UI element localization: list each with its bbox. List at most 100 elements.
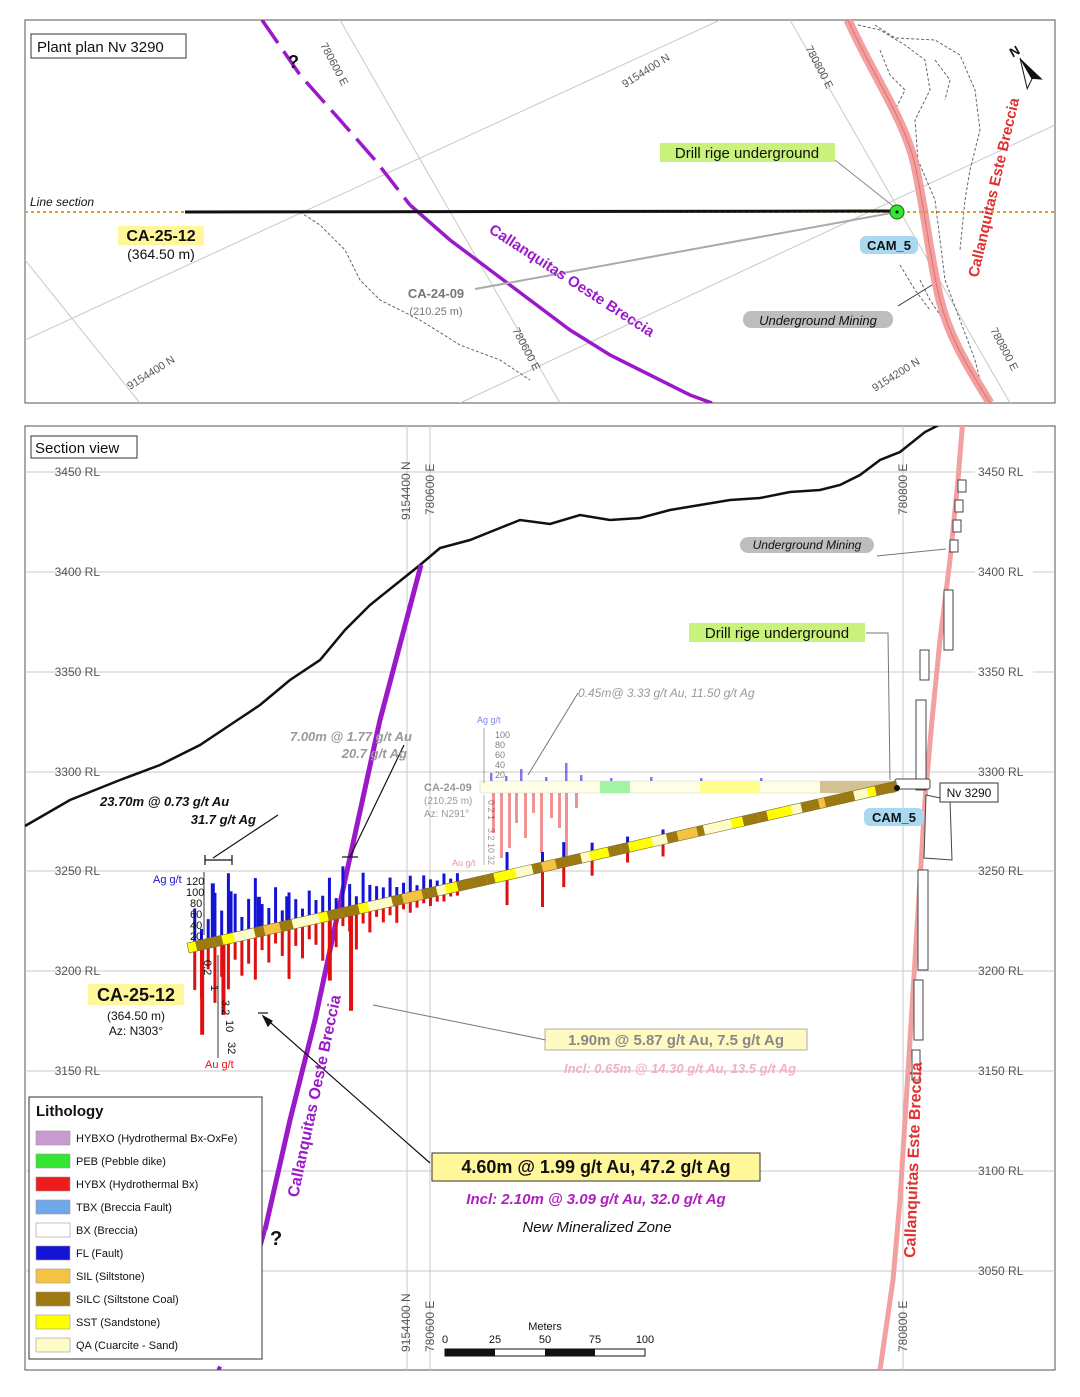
ag-histogram-ca-24-09 — [490, 763, 763, 781]
drill-strip-ca-25-12 — [186, 780, 899, 954]
plan-drill-trace-ca-25-12 — [184, 209, 898, 214]
au-tick-10: 10 — [223, 1020, 235, 1032]
section-view: Section view 3450 RL 3400 RL 3350 RL 330… — [24, 425, 1056, 1371]
legend-label-2: HYBX (Hydrothermal Bx) — [76, 1179, 198, 1191]
legend-label-0: HYBXO (Hydrothermal Bx-OxFe) — [76, 1133, 237, 1145]
plan-older-hole-id: CA-24-09 — [408, 286, 464, 301]
plan-view: 780600 E 9154400 N 780800 E 9154400 N 78… — [24, 19, 1056, 404]
legend-swatch-0 — [35, 1130, 71, 1146]
scale-tick-75: 75 — [589, 1334, 601, 1346]
plan-drill-rig-label: Drill rige underground — [675, 145, 819, 162]
ag-histogram-ca-25-12 — [193, 829, 665, 942]
scale-title: Meters — [528, 1321, 562, 1333]
rl-left-3200: 3200 RL — [55, 964, 101, 978]
section-hole-azimuth: Az: N303° — [109, 1024, 163, 1038]
plan-underground-label: Underground Mining — [759, 313, 878, 328]
intercept-2-line1: 7.00m @ 1.77 g/t Au — [290, 729, 412, 744]
drill-strip-ca-24-09 — [479, 780, 896, 794]
legend-label-4: BX (Breccia) — [76, 1225, 138, 1237]
ag-small-tick-20: 20 — [495, 770, 505, 780]
rl-left-3300: 3300 RL — [55, 765, 101, 779]
intercept-4: 1.90m @ 5.87 g/t Au, 7.5 g/t Ag — [568, 1032, 784, 1049]
legend-swatch-5 — [35, 1245, 71, 1261]
scale-tick-0: 0 — [442, 1334, 448, 1346]
grid-label-780800e-top: 780800 E — [896, 464, 910, 515]
au-axis-small: 0.2 1 3.2 10 32 Au g/t — [452, 795, 496, 868]
au-tick-3-2: 3.2 — [219, 1000, 231, 1015]
au-small-tick-32: 32 — [486, 855, 496, 865]
ag-small-tick-60: 60 — [495, 750, 505, 760]
plan-drill-trace-ca-24-09 — [474, 211, 898, 290]
intercept-1-line1: 23.70m @ 0.73 g/t Au — [99, 794, 229, 809]
ag-tick-100: 100 — [186, 887, 204, 899]
legend-swatch-8 — [35, 1314, 71, 1330]
grid-label-780800e-bottom: 780800 E — [896, 1301, 910, 1352]
plan-older-hole-length: (210.25 m) — [409, 306, 462, 318]
plan-title: Plant plan Nv 3290 — [37, 39, 164, 56]
au-tick-32: 32 — [225, 1042, 237, 1054]
section-leader-lines — [372, 548, 947, 1041]
rl-left-3350: 3350 RL — [55, 665, 101, 679]
au-small-tick-10: 10 — [486, 843, 496, 853]
section-intercept-brackets — [204, 744, 431, 1164]
section-older-hole-length: (210.25 m) — [424, 796, 472, 807]
ag-tick-40: 40 — [190, 920, 202, 932]
scale-tick-25: 25 — [489, 1334, 501, 1346]
au-histogram-ca-25-12 — [193, 844, 665, 1035]
rl-right-3450: 3450 RL — [978, 465, 1024, 479]
intercept-5-incl: Incl: 2.10m @ 3.09 g/t Au, 32.0 g/t Ag — [466, 1191, 725, 1208]
plan-west-breccia-dashed — [260, 20, 412, 207]
au-tick-0-2: 0.2 — [201, 960, 213, 975]
ag-axis-label: Ag g/t — [153, 874, 182, 886]
rl-left-3250: 3250 RL — [55, 864, 101, 878]
section-older-hole-id: CA-24-09 — [424, 782, 472, 794]
plan-question-mark: ? — [288, 52, 299, 72]
rl-left-3400: 3400 RL — [55, 565, 101, 579]
section-drill-rig-label: Drill rige underground — [705, 625, 849, 642]
rl-right-3300: 3300 RL — [978, 765, 1024, 779]
scale-tick-100: 100 — [636, 1334, 654, 1346]
rl-right-3200: 3200 RL — [978, 964, 1024, 978]
grid-label-9154400n-top: 9154400 N — [399, 461, 413, 520]
lithology-legend: Lithology HYBXO (Hydrothermal Bx-OxFe) PE… — [28, 1096, 263, 1360]
rl-right-3350: 3350 RL — [978, 665, 1024, 679]
legend-label-9: QA (Cuarcite - Sand) — [76, 1340, 178, 1352]
plan-station-label: CAM_5 — [867, 238, 911, 253]
intercept-5: 4.60m @ 1.99 g/t Au, 47.2 g/t Ag — [461, 1157, 730, 1177]
section-question-mark: ? — [270, 1228, 282, 1250]
rl-right-3400: 3400 RL — [978, 565, 1024, 579]
section-station-label: CAM_5 — [872, 810, 916, 825]
legend-swatch-6 — [35, 1268, 71, 1284]
au-axis-label: Au g/t — [205, 1059, 234, 1071]
section-level-label: Nv 3290 — [947, 786, 992, 800]
rl-labels-right: 3450 RL 3400 RL 3350 RL 3300 RL 3250 RL … — [975, 464, 1033, 1278]
legend-swatch-7 — [35, 1291, 71, 1307]
ag-tick-80: 80 — [190, 898, 202, 910]
au-axis-label-small: Au g/t — [452, 858, 476, 868]
legend-swatch-2 — [35, 1176, 71, 1192]
legend-swatch-3 — [35, 1199, 71, 1215]
legend-label-6: SIL (Siltstone) — [76, 1271, 145, 1283]
au-axis: 0.2 1 3.2 10 32 Au g/t — [201, 955, 237, 1071]
legend-label-1: PEB (Pebble dike) — [76, 1156, 166, 1168]
au-tick-1: 1 — [208, 985, 220, 991]
ag-tick-20: 20 — [190, 931, 202, 943]
rl-left-3450: 3450 RL — [55, 465, 101, 479]
ag-small-tick-40: 40 — [495, 760, 505, 770]
au-small-tick-1: 1 — [486, 815, 496, 820]
au-small-tick-3-2: 3.2 — [486, 828, 496, 841]
section-underground-label: Underground Mining — [753, 538, 862, 552]
rl-right-3250: 3250 RL — [978, 864, 1024, 878]
section-grid-labels: 9154400 N 780600 E 780800 E 9154400 N 78… — [399, 461, 910, 1352]
legend-title: Lithology — [36, 1103, 104, 1120]
intercept-2-line2: 20.7 g/t Ag — [341, 746, 407, 761]
grid-label-9154400n-bottom: 9154400 N — [399, 1293, 413, 1352]
intercept-4-incl: Incl: 0.65m @ 14.30 g/t Au, 13.5 g/t Ag — [564, 1061, 796, 1076]
intercept-3: 0.45m@ 3.33 g/t Au, 11.50 g/t Ag — [578, 686, 755, 700]
section-older-hole-azimuth: Az: N291° — [424, 809, 469, 820]
rl-right-3100: 3100 RL — [978, 1164, 1024, 1178]
legend-swatch-4 — [35, 1222, 71, 1238]
section-east-breccia-label: Callanquitas Este Breccia — [902, 1062, 926, 1258]
au-histogram-ca-24-09 — [492, 793, 578, 863]
plan-hole-id: CA-25-12 — [126, 228, 195, 245]
